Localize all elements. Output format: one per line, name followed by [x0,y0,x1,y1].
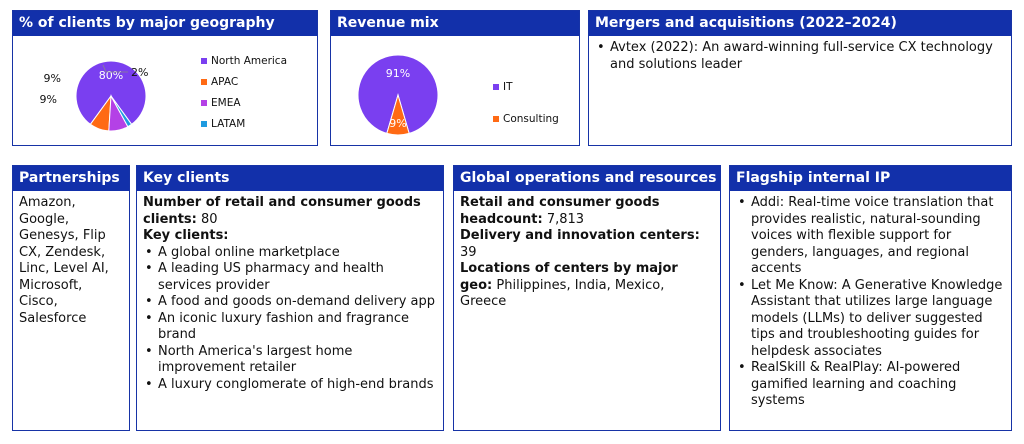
legend-label-emea: EMEA [211,97,241,109]
legend-swatch-emea [201,100,207,106]
ip-title: Flagship internal IP [730,166,1011,191]
pie-label-north-america: 80% [99,69,123,82]
client-count-label: Number of retail and consumer goods clie… [143,195,421,227]
pie-leader-line [102,64,128,73]
partnerships-title: Partnerships [13,166,129,191]
key-clients-list-label: Key clients: [143,228,229,243]
geography-panel: % of clients by major geography 80% 9% 9% 2… [12,10,318,146]
list-item: A global online marketplace [143,245,437,262]
pie-label-latam: 2% [131,66,148,79]
pie-label-consulting: 9% [389,117,406,130]
client-count-value: 80 [196,211,218,227]
operations-body: Retail and consumer goods headcount: 7,8… [454,191,720,315]
locations: Locations of centers by major geo: Phili… [460,261,714,311]
pie-label-emea: 9% [44,72,61,85]
legend-swatch-latam [201,121,207,127]
locations-value: Philippines, India, Mexico, Greece [460,277,665,310]
mna-body: Avtex (2022): An award-winning full-serv… [589,36,1011,77]
locations-label: Locations of centers by major geo: [460,261,678,293]
partnerships-panel: Partnerships Amazon, Google, Genesys, Fl… [12,165,130,431]
mna-title: Mergers and acquisitions (2022–2024) [589,11,1011,36]
list-item: An iconic luxury fashion and fragrance b… [143,311,437,344]
list-item: A luxury conglomerate of high-end brands [143,377,437,394]
headcount-label: Retail and consumer goods headcount: [460,195,660,227]
pie-label-apac: 9% [40,93,57,106]
legend-swatch-north-america [201,58,207,64]
revenue-title: Revenue mix [331,11,579,36]
mna-panel: Mergers and acquisitions (2022–2024) Avt… [588,10,1012,146]
ip-body: Addi: Real-time voice translation that p… [730,191,1011,414]
key-clients-panel: Key clients Number of retail and consume… [136,165,444,431]
list-item: Avtex (2022): An award-winning full-serv… [595,40,1005,73]
list-item: A food and goods on-demand delivery app [143,294,437,311]
pie-label-it: 91% [386,67,410,80]
geography-pie-chart: 80% 9% 9% 2% North America APAC EMEA LATAM [40,55,287,132]
ip-list: Addi: Real-time voice translation that p… [736,195,1005,410]
revenue-pie-chart: 91% 9% IT Consulting [357,54,559,136]
list-item: Let Me Know: A Generative Knowledge Assi… [736,278,1005,361]
headcount-value: 7,813 [542,211,585,227]
legend-label-consulting: Consulting [503,113,559,125]
legend-label-it: IT [503,81,513,93]
key-clients-body: Number of retail and consumer goods clie… [137,191,443,397]
key-clients-list: A global online marketplace A leading US… [143,245,437,394]
operations-panel: Global operations and resources Retail a… [453,165,721,431]
partnerships-text: Amazon, Google, Genesys, Flip CX, Zendes… [19,195,109,326]
pie-slice-north-america [75,60,147,126]
list-item: A leading US pharmacy and health service… [143,261,437,294]
centers-label: Delivery and innovation centers: [460,228,700,243]
legend-swatch-apac [201,79,207,85]
legend-swatch-it [493,84,499,90]
legend-label-apac: APAC [211,76,238,88]
list-item: RealSkill & RealPlay: AI-powered gamifie… [736,360,1005,410]
pie-slice-consulting [386,93,410,136]
list-item: North America's largest home improvement… [143,344,437,377]
legend-label-latam: LATAM [211,118,245,130]
legend-swatch-consulting [493,116,499,122]
revenue-panel: Revenue mix 91% 9% IT Consulting [330,10,580,146]
geography-title: % of clients by major geography [13,11,317,36]
mna-list: Avtex (2022): An award-winning full-serv… [595,40,1005,73]
key-clients-title: Key clients [137,166,443,191]
legend-label-north-america: North America [211,55,287,67]
headcount: Retail and consumer goods headcount: 7,8… [460,195,714,228]
pie-slice-latam [110,95,133,128]
ip-panel: Flagship internal IP Addi: Real-time voi… [729,165,1012,431]
list-item: Addi: Real-time voice translation that p… [736,195,1005,278]
centers-value: 39 [460,244,477,260]
operations-title: Global operations and resources [454,166,720,191]
client-count: Number of retail and consumer goods clie… [143,195,437,228]
